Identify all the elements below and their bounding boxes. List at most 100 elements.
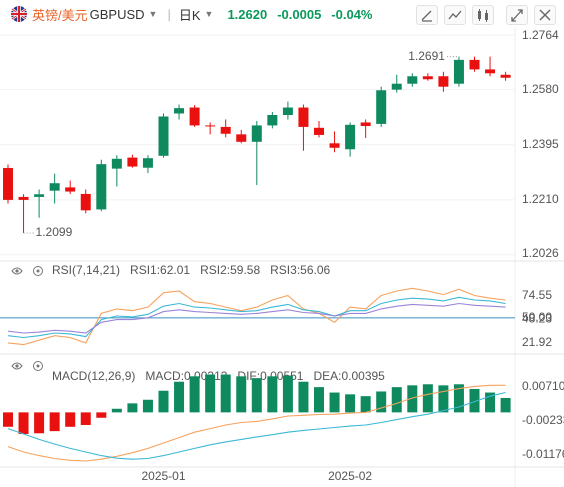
histogram-bar (80, 412, 91, 425)
y-tick-label: 1.2764 (522, 28, 559, 42)
candle-body (345, 124, 356, 150)
candle-body (80, 193, 91, 211)
candle-body (49, 183, 60, 191)
histogram-bar (34, 412, 45, 434)
draw-button[interactable] (416, 5, 438, 25)
histogram-bar (111, 408, 122, 413)
legend-entry: RSI1:62.01 (130, 263, 190, 277)
period[interactable]: 日K (178, 7, 201, 23)
histogram-bar (205, 374, 216, 413)
histogram-bar (469, 388, 480, 413)
x-tick-label: 2025-02 (328, 469, 372, 483)
candle-body (485, 69, 496, 74)
y-tick-label: 50.00 (522, 310, 552, 324)
histogram-bar (142, 399, 153, 413)
candle-body (96, 164, 107, 210)
histogram-bar (360, 396, 371, 413)
candle-body (376, 90, 387, 124)
y-tick-label: 1.2580 (522, 82, 559, 96)
candle-body (298, 107, 309, 127)
histogram-bar (282, 375, 293, 413)
pair-name[interactable]: 英镑/美元 (32, 7, 88, 23)
histogram-bar (96, 412, 107, 418)
legend-entry: DEA:0.00395 (313, 369, 385, 383)
candle-button[interactable] (472, 5, 494, 25)
candle-body (251, 125, 262, 142)
indicator-line (7, 296, 506, 339)
candle-body (65, 187, 76, 192)
y-tick-label: 1.2210 (522, 192, 559, 206)
histogram-bar (158, 390, 169, 413)
panel-title: MACD(12,26,9) (52, 369, 135, 383)
candle-body (18, 196, 29, 200)
histogram-bar (127, 403, 138, 413)
histogram-bar (376, 391, 387, 413)
histogram-bar (174, 381, 185, 413)
candle-body (438, 76, 449, 87)
histogram-bar (407, 385, 418, 413)
candle-body (314, 127, 324, 135)
y-tick-label: 1.2026 (522, 246, 559, 260)
histogram-bar (49, 412, 60, 432)
y-tick-label: 1.2395 (522, 137, 559, 151)
y-tick-label: 74.55 (522, 288, 552, 302)
fullscreen-button[interactable] (506, 5, 528, 25)
close-button[interactable] (534, 5, 556, 25)
y-tick-label: -0.01176 (522, 447, 564, 461)
candle-body (220, 126, 231, 134)
histogram-bar (3, 412, 13, 427)
candle-body (360, 122, 371, 127)
candle-body (142, 158, 153, 168)
candle-body (453, 59, 464, 84)
histogram-bar (345, 394, 356, 413)
candle-body (407, 76, 418, 84)
high-label: 1.2691 (408, 49, 445, 63)
candle-body (422, 76, 433, 80)
histogram-bar (251, 378, 262, 413)
histogram-bar (314, 387, 324, 413)
panel-title: RSI(7,14,21) (52, 263, 120, 277)
symbol-dropdown[interactable]: ▼ (148, 9, 158, 19)
candle-body (3, 168, 13, 200)
candle-body (111, 158, 122, 169)
macd-tools[interactable] (11, 361, 43, 371)
histogram-bar (329, 392, 340, 413)
x-tick-label: 2025-01 (141, 469, 185, 483)
candle-body (469, 59, 480, 70)
candle-body (189, 107, 200, 126)
rsi-tools[interactable] (11, 266, 43, 276)
indicator-button[interactable] (444, 5, 466, 25)
candle-body (34, 194, 45, 197)
toolbar (416, 5, 556, 25)
symbol[interactable]: GBPUSD (89, 6, 145, 22)
candle-body (391, 83, 402, 90)
y-tick-label: -0.00233 (522, 413, 564, 427)
histogram-bar (65, 412, 76, 427)
indicator-line (7, 391, 506, 460)
y-tick-label: 21.92 (522, 335, 552, 349)
indicator-line (7, 384, 506, 462)
change-pct: -0.04% (331, 6, 373, 22)
indicator-line (7, 302, 506, 334)
candle-body (267, 114, 278, 126)
legend-entry: MACD:0.00313 (145, 369, 227, 383)
flag-icon (11, 6, 27, 22)
chart: 2025-01 2025-02 1.2764 1.2580 1.2395 1.2210 1.… (0, 28, 564, 487)
low-label: 1.2099 (36, 225, 73, 239)
histogram-bar (267, 376, 278, 413)
histogram-bar (485, 392, 496, 413)
period-dropdown[interactable]: ▼ (204, 9, 214, 19)
legend-entry: RSI2:59.58 (200, 263, 260, 277)
histogram-bar (298, 381, 309, 413)
candle-body (500, 74, 511, 78)
candle-body (329, 143, 340, 148)
separator: | (167, 6, 171, 22)
histogram-bar (438, 385, 449, 413)
histogram-bar (18, 412, 29, 434)
histogram-bar (236, 376, 247, 413)
histogram-bar (453, 384, 464, 413)
indicator-line (7, 287, 506, 346)
y-tick-label: 0.00710 (522, 379, 564, 393)
histogram-bar (189, 376, 200, 413)
